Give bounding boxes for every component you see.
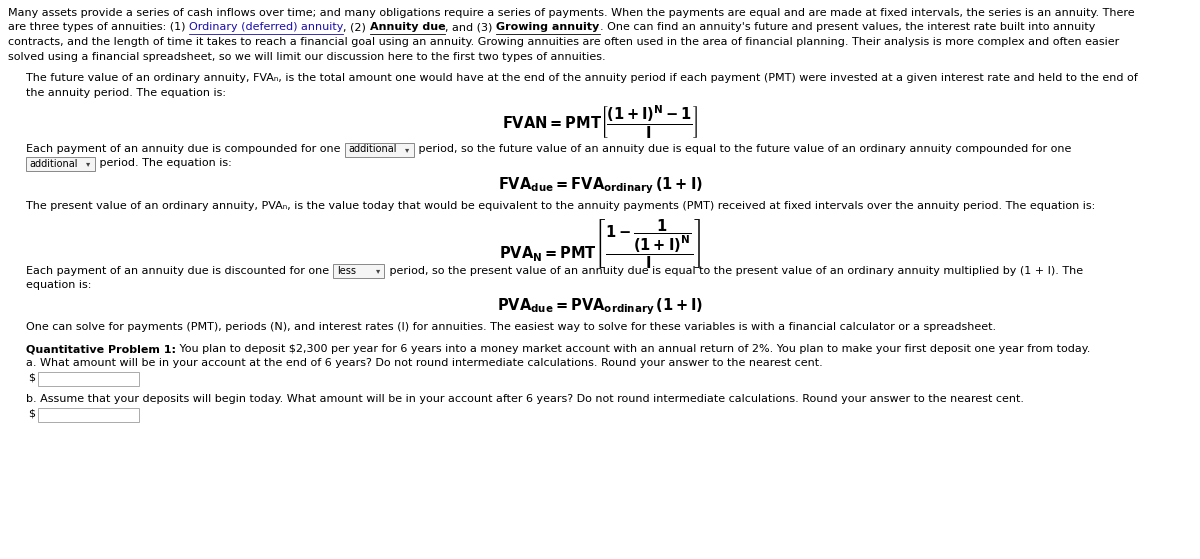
FancyBboxPatch shape bbox=[37, 408, 138, 421]
Text: the annuity period. The equation is:: the annuity period. The equation is: bbox=[26, 88, 226, 97]
Text: , (2): , (2) bbox=[343, 22, 370, 32]
Text: ▾: ▾ bbox=[406, 145, 409, 154]
Text: Ordinary (deferred) annuity: Ordinary (deferred) annuity bbox=[190, 22, 343, 32]
Text: Annuity due: Annuity due bbox=[370, 22, 445, 32]
Text: $\mathbf{FVAN= PMT\left[\dfrac{(1+I)^N-1}{I}\right]}$: $\mathbf{FVAN= PMT\left[\dfrac{(1+I)^N-1… bbox=[502, 104, 698, 141]
Text: b. Assume that your deposits will begin today. What amount will be in your accou: b. Assume that your deposits will begin … bbox=[26, 395, 1024, 405]
Text: $: $ bbox=[28, 409, 35, 419]
Text: are three types of annuities: (1): are three types of annuities: (1) bbox=[8, 22, 190, 32]
Text: equation is:: equation is: bbox=[26, 280, 91, 290]
Text: Many assets provide a series of cash inflows over time; and many obligations req: Many assets provide a series of cash inf… bbox=[8, 8, 1135, 18]
Text: ▾: ▾ bbox=[376, 267, 380, 276]
Text: period, so the future value of an annuity due is equal to the future value of an: period, so the future value of an annuit… bbox=[415, 144, 1072, 154]
Text: period. The equation is:: period. The equation is: bbox=[96, 159, 232, 168]
Text: additional: additional bbox=[29, 159, 78, 169]
Text: additional: additional bbox=[348, 144, 396, 154]
Text: $\mathbf{PVA_N= PMT\left[\dfrac{1-\dfrac{1}{(1+I)^N}}{I}\right]}$: $\mathbf{PVA_N= PMT\left[\dfrac{1-\dfrac… bbox=[499, 217, 701, 271]
Text: a. What amount will be in your account at the end of 6 years? Do not round inter: a. What amount will be in your account a… bbox=[26, 358, 823, 368]
Text: The present value of an ordinary annuity, PVAₙ, is the value today that would be: The present value of an ordinary annuity… bbox=[26, 201, 1096, 211]
Text: $: $ bbox=[28, 373, 35, 383]
Text: contracts, and the length of time it takes to reach a financial goal using an an: contracts, and the length of time it tak… bbox=[8, 37, 1120, 47]
FancyBboxPatch shape bbox=[37, 372, 138, 386]
Text: $\mathbf{PVA_{due}= PVA_{ordinary}\,(1+I)}$: $\mathbf{PVA_{due}= PVA_{ordinary}\,(1+I… bbox=[497, 296, 703, 317]
FancyBboxPatch shape bbox=[25, 157, 95, 171]
Text: period, so the present value of an annuity due is equal to the present value of : period, so the present value of an annui… bbox=[385, 266, 1082, 276]
Text: . One can find an annuity's future and present values, the interest rate built i: . One can find an annuity's future and p… bbox=[600, 22, 1094, 32]
Text: Growing annuity: Growing annuity bbox=[497, 22, 600, 32]
Text: $\mathbf{FVA_{due}= FVA_{ordinary}\,(1+I)}$: $\mathbf{FVA_{due}= FVA_{ordinary}\,(1+I… bbox=[498, 175, 702, 196]
Text: One can solve for payments (PMT), periods (N), and interest rates (I) for annuit: One can solve for payments (PMT), period… bbox=[26, 323, 996, 333]
Text: You plan to deposit $2,300 per year for 6 years into a money market account with: You plan to deposit $2,300 per year for … bbox=[176, 344, 1091, 354]
Text: , and (3): , and (3) bbox=[445, 22, 497, 32]
Text: ▾: ▾ bbox=[86, 159, 90, 168]
Text: less: less bbox=[337, 266, 355, 276]
FancyBboxPatch shape bbox=[344, 143, 414, 157]
Text: Each payment of an annuity due is compounded for one: Each payment of an annuity due is compou… bbox=[26, 144, 344, 154]
Text: solved using a financial spreadsheet, so we will limit our discussion here to th: solved using a financial spreadsheet, so… bbox=[8, 51, 606, 61]
Text: Each payment of an annuity due is discounted for one: Each payment of an annuity due is discou… bbox=[26, 266, 332, 276]
Text: The future value of an ordinary annuity, FVAₙ, is the total amount one would hav: The future value of an ordinary annuity,… bbox=[26, 73, 1138, 83]
FancyBboxPatch shape bbox=[334, 264, 384, 278]
Text: Quantitative Problem 1:: Quantitative Problem 1: bbox=[26, 344, 176, 354]
